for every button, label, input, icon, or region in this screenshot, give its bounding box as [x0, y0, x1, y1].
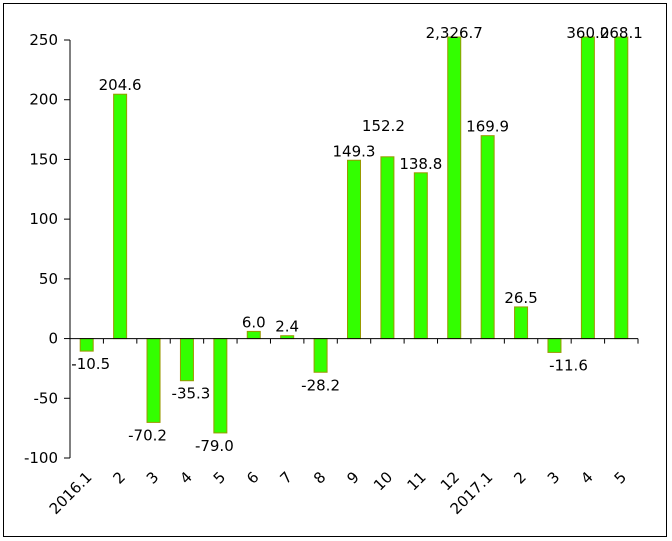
data-label: 138.8 [399, 155, 442, 173]
data-label: -79.0 [195, 437, 234, 455]
category-label: 8 [310, 468, 329, 487]
category-label: 2016.1 [46, 468, 96, 518]
bar [447, 36, 462, 340]
y-tick-label: 200 [29, 91, 58, 109]
data-label: 152.2 [362, 117, 405, 135]
data-label: 360.0 [566, 24, 609, 42]
data-label: 204.6 [99, 76, 142, 94]
bar [246, 330, 261, 340]
data-label: 149.3 [333, 142, 376, 160]
y-tick-label: -50 [34, 389, 59, 407]
category-label: 2 [109, 468, 128, 487]
category-label: 7 [277, 468, 296, 487]
data-label: 268.1 [600, 24, 643, 42]
bar [313, 338, 328, 373]
category-label: 6 [243, 468, 262, 487]
data-label: -28.2 [301, 376, 340, 394]
bar [79, 338, 94, 352]
data-label: 169.9 [466, 118, 509, 136]
bar [347, 159, 361, 340]
category-label: 10 [370, 468, 396, 494]
y-tick-label: -100 [24, 449, 58, 467]
category-label: 5 [611, 468, 630, 487]
bar [113, 93, 128, 340]
data-label: -10.5 [71, 355, 110, 373]
y-tick-label: 250 [29, 31, 58, 49]
bar [213, 338, 228, 434]
bar [547, 338, 562, 353]
y-tick-label: 50 [39, 270, 58, 288]
bar [413, 172, 428, 340]
data-label: 26.5 [504, 289, 537, 307]
category-label: 3 [544, 468, 563, 487]
y-axis: 250 200 150 100 50 0 -50 -100 [24, 31, 71, 467]
data-label: 2.4 [275, 318, 299, 336]
category-label: 5 [210, 468, 229, 487]
category-label: 9 [343, 468, 362, 487]
bar [146, 338, 161, 423]
data-labels: -10.5 204.6 -70.2 -35.3 -79.0 6.0 2.4 -28.2 149.… [71, 24, 642, 455]
category-label: 12 [437, 468, 463, 494]
bars [79, 36, 629, 434]
category-label: 2 [510, 468, 529, 487]
y-tick-label: 0 [48, 330, 58, 348]
bar [179, 338, 194, 382]
data-label: -70.2 [128, 426, 167, 444]
bar [614, 36, 629, 340]
y-tick-label: 100 [29, 210, 58, 228]
category-label: 3 [143, 468, 162, 487]
bar [514, 306, 529, 340]
bar [480, 135, 495, 340]
data-label: -35.3 [172, 385, 211, 403]
category-label: 4 [577, 468, 596, 487]
bar [380, 156, 395, 340]
category-label: 11 [403, 468, 429, 494]
data-label: 2,326.7 [426, 24, 483, 42]
bar [580, 36, 595, 340]
x-axis [69, 338, 639, 344]
y-tick-label: 150 [29, 150, 58, 168]
category-label: 4 [176, 468, 195, 487]
data-label: 6.0 [242, 313, 266, 331]
data-label: -11.6 [549, 356, 588, 374]
